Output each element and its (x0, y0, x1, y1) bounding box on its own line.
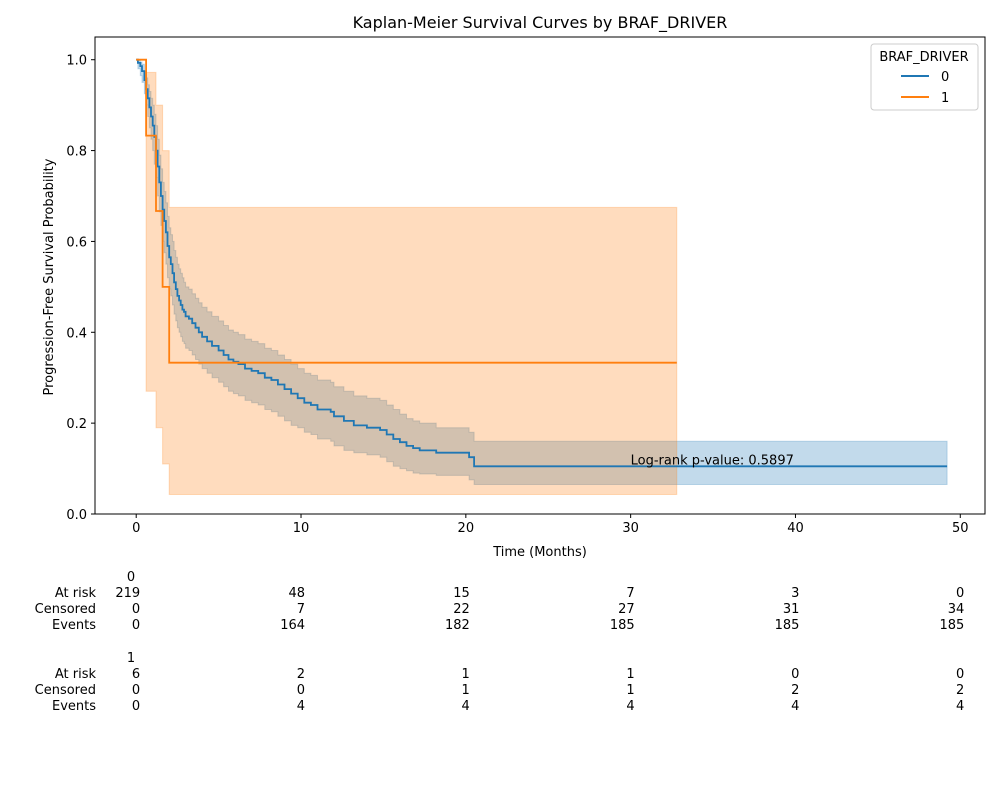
x-tick-label: 20 (458, 521, 475, 536)
legend-label-series-0: 0 (941, 70, 949, 85)
legend-title: BRAF_DRIVER (879, 50, 968, 65)
logrank-annotation: Log-rank p-value: 0.5897 (631, 453, 794, 468)
x-tick-label: 40 (787, 521, 804, 536)
legend-label-series-1: 1 (941, 91, 949, 106)
ci-band-series-1 (136, 59, 678, 495)
x-tick-label: 10 (293, 521, 310, 536)
y-tick-label: 0.8 (66, 145, 87, 160)
chart-title: Kaplan-Meier Survival Curves by BRAF_DRI… (353, 13, 728, 33)
y-tick-label: 0.2 (66, 417, 87, 432)
ci-band-series-0 (136, 59, 948, 485)
x-tick-label: 0 (132, 521, 140, 536)
km-curve-series-1 (136, 58, 677, 364)
y-axis-label: Progression-Free Survival Probability (42, 158, 57, 395)
y-tick-label: 0.6 (66, 235, 87, 250)
plot-area: 0 10 20 30 40 500.00.20.40.60.81.0 (66, 36, 986, 536)
y-tick-label: 0.0 (66, 508, 87, 523)
plot-frame (94, 36, 986, 515)
x-axis-label: Time (Months) (492, 545, 587, 560)
y-tick-label: 0.4 (66, 326, 87, 341)
x-tick-label: 50 (952, 521, 969, 536)
y-tick-label: 1.0 (66, 54, 87, 69)
legend: BRAF_DRIVER 0 1 (870, 43, 979, 111)
km-curve-series-0 (136, 58, 948, 468)
x-tick-label: 30 (622, 521, 639, 536)
